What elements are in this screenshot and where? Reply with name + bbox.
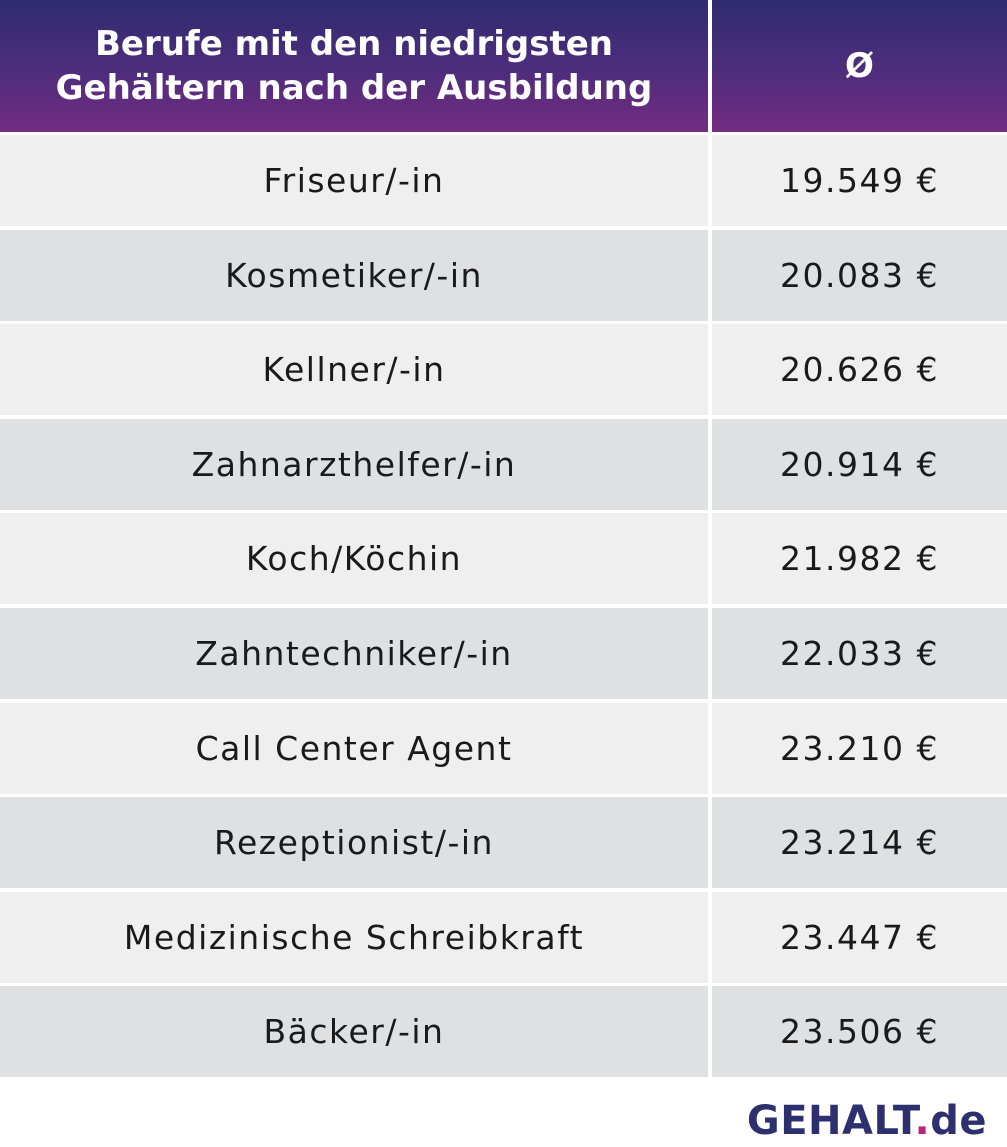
logo-dot: .: [914, 1098, 931, 1144]
profession-cell: Call Center Agent: [0, 702, 708, 794]
profession-cell: Kosmetiker/-in: [0, 229, 708, 321]
table-row: Rezeptionist/-in 23.214 €: [0, 797, 1007, 889]
table-row: Kosmetiker/-in 20.083 €: [0, 229, 1007, 321]
salary-cell: 23.506 €: [712, 986, 1007, 1078]
table-row: Zahnarzthelfer/-in 20.914 €: [0, 418, 1007, 510]
salary-cell: 20.914 €: [712, 418, 1007, 510]
profession-cell: Zahntechniker/-in: [0, 607, 708, 699]
table-row: Medizinische Schreibkraft 23.447 €: [0, 891, 1007, 983]
profession-cell: Kellner/-in: [0, 324, 708, 416]
header-title-line-2: Gehältern nach der Ausbildung: [55, 68, 653, 108]
table-row: Koch/Köchin 21.982 €: [0, 513, 1007, 605]
table-row: Friseur/-in 19.549 €: [0, 135, 1007, 226]
gehalt-logo: GEHALT.de: [747, 1098, 987, 1144]
table-row: Kellner/-in 20.626 €: [0, 324, 1007, 416]
salary-cell: 20.083 €: [712, 229, 1007, 321]
salary-cell: 23.214 €: [712, 797, 1007, 889]
profession-cell: Rezeptionist/-in: [0, 797, 708, 889]
salary-cell: 21.982 €: [712, 513, 1007, 605]
header-average: Ø: [712, 0, 1007, 132]
logo-text-main: GEHALT: [746, 1098, 915, 1144]
profession-cell: Medizinische Schreibkraft: [0, 891, 708, 983]
header-title-line-1: Berufe mit den niedrigsten: [94, 24, 613, 64]
salary-cell: 19.549 €: [712, 135, 1007, 226]
profession-cell: Zahnarzthelfer/-in: [0, 418, 708, 510]
salary-cell: 22.033 €: [712, 607, 1007, 699]
profession-cell: Bäcker/-in: [0, 986, 708, 1078]
salary-table: Berufe mit den niedrigsten Gehältern nac…: [0, 0, 1007, 1078]
header-profession: Berufe mit den niedrigsten Gehältern nac…: [0, 0, 708, 132]
profession-cell: Koch/Köchin: [0, 513, 708, 605]
table-row: Call Center Agent 23.210 €: [0, 702, 1007, 794]
salary-cell: 20.626 €: [712, 324, 1007, 416]
profession-cell: Friseur/-in: [0, 135, 708, 226]
table-header: Berufe mit den niedrigsten Gehältern nac…: [0, 0, 1007, 132]
salary-cell: 23.210 €: [712, 702, 1007, 794]
salary-cell: 23.447 €: [712, 891, 1007, 983]
table-row: Zahntechniker/-in 22.033 €: [0, 607, 1007, 699]
table-row: Bäcker/-in 23.506 €: [0, 986, 1007, 1078]
logo-text-tld: de: [930, 1098, 987, 1144]
